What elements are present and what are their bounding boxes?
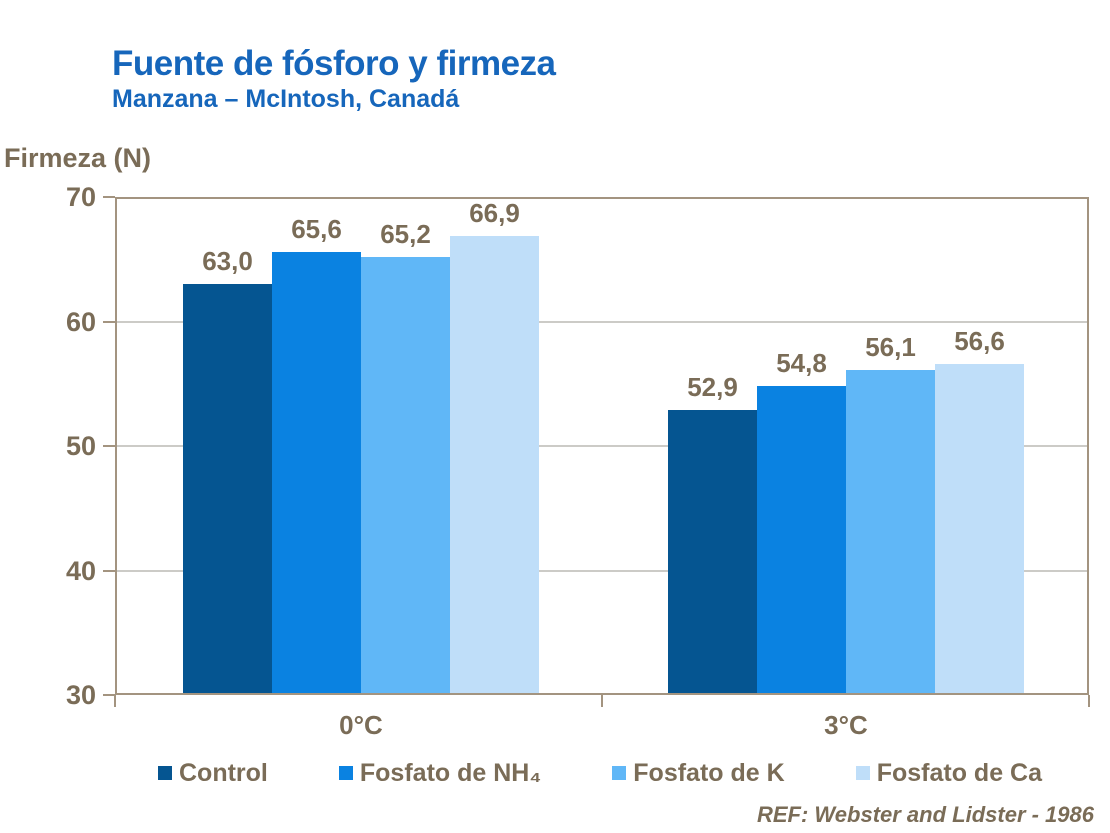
y-tick-mark-40 [103, 569, 115, 572]
bar-0-c-fosfato-de-nh [272, 251, 361, 695]
legend-label-fosfato-de-nh: Fosfato de NH₄ [359, 758, 542, 787]
legend: Control Fosfato de NH₄ Fosfato de K Fosfato… [158, 752, 1042, 794]
bar-0-c-control [183, 284, 272, 695]
legend-item-fosfato-de-k: Fosfato de K [612, 758, 785, 788]
y-tick-mark-70 [103, 196, 115, 198]
legend-item-fosfato-de-ca: Fosfato de Ca [855, 758, 1042, 788]
y-tick-mark-60 [103, 320, 115, 323]
gridline-60 [117, 320, 1087, 323]
legend-item-control: Control [158, 759, 268, 788]
bar-value-label-0-c-fosfato-de-ca: 66,9 [469, 197, 520, 228]
bar-value-label-0-c-fosfato-de-k: 65,2 [380, 218, 431, 249]
bar-3-c-fosfato-de-k [846, 370, 935, 695]
legend-marker-fosfato-de-nh [338, 766, 353, 780]
x-tick-mark-1 [601, 695, 603, 707]
x-category-label-0-c: 0°C [339, 710, 383, 740]
y-axis-title: Firmeza (N) [4, 143, 152, 173]
legend-marker-fosfato-de-k [612, 766, 627, 780]
legend-item-fosfato-de-nh: Fosfato de NH₄ [338, 758, 542, 788]
reference-note: REF: Webster and Lidster - 1986 [756, 802, 1094, 827]
bar-3-c-control [668, 409, 757, 695]
gridline-50 [117, 445, 1087, 447]
gridline-40 [117, 569, 1087, 572]
chart-subtitle: Manzana – McIntosh, Canadá [112, 85, 460, 113]
x-tick-mark-0 [114, 695, 116, 707]
chart-title: Fuente de fósforo y firmeza [112, 44, 556, 83]
y-tick-label-60: 60 [65, 306, 96, 337]
legend-marker-control [158, 766, 172, 780]
y-tick-mark-50 [103, 445, 115, 447]
y-tick-mark-30 [103, 694, 115, 696]
bar-value-label-3-c-fosfato-de-nh: 54,8 [776, 348, 827, 379]
y-tick-label-70: 70 [65, 182, 96, 212]
bar-3-c-fosfato-de-nh [757, 386, 846, 695]
bar-value-label-0-c-fosfato-de-nh: 65,6 [291, 213, 342, 244]
bar-3-c-fosfato-de-ca [935, 363, 1024, 695]
legend-marker-fosfato-de-ca [855, 766, 870, 780]
bar-0-c-fosfato-de-ca [450, 235, 539, 695]
legend-label-control: Control [179, 758, 268, 787]
bar-value-label-3-c-control: 52,9 [687, 371, 738, 402]
x-category-label-3-c: 3°C [824, 710, 868, 740]
bar-0-c-fosfato-de-k [361, 256, 450, 695]
bar-value-label-0-c-control: 63,0 [202, 246, 253, 277]
bar-value-label-3-c-fosfato-de-k: 56,1 [865, 332, 916, 363]
legend-label-fosfato-de-k: Fosfato de K [633, 758, 785, 787]
y-tick-label-30: 30 [65, 680, 96, 710]
legend-label-fosfato-de-ca: Fosfato de Ca [876, 758, 1042, 787]
y-tick-label-50: 50 [65, 431, 96, 461]
x-tick-mark-2 [1088, 695, 1090, 707]
y-tick-label-40: 40 [65, 555, 96, 586]
bar-value-label-3-c-fosfato-de-ca: 56,6 [954, 325, 1005, 356]
